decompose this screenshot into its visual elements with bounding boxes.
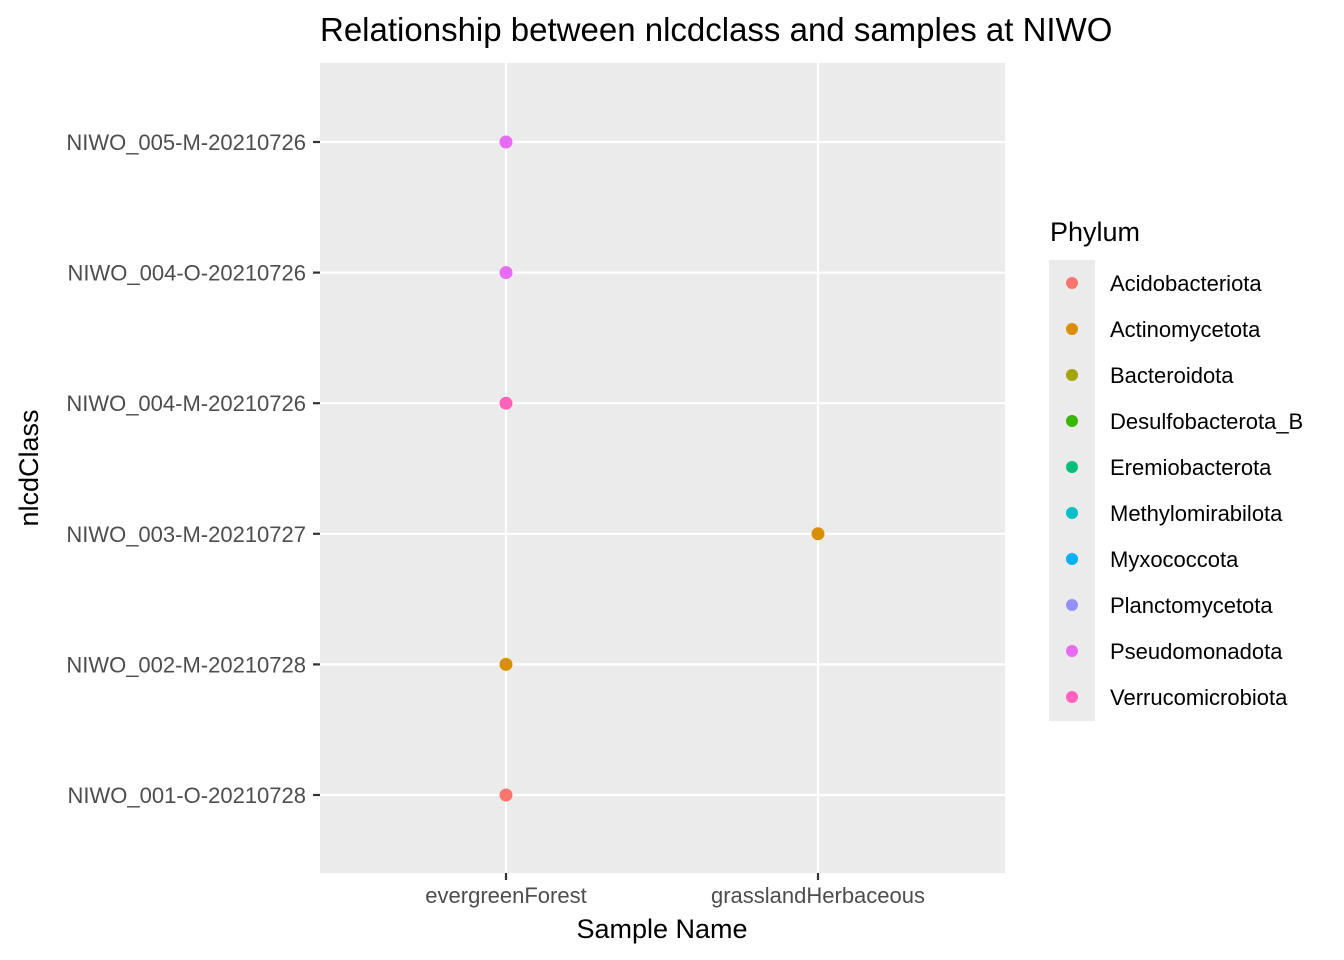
data-point xyxy=(499,135,513,149)
y-axis: NIWO_001-O-20210728 NIWO_002-M-20210728 NI… xyxy=(66,130,320,808)
data-point xyxy=(499,788,513,802)
legend-swatch xyxy=(1066,507,1078,519)
y-tick-label: NIWO_005-M-20210726 xyxy=(66,130,306,155)
data-point xyxy=(499,657,513,671)
legend-label: Verrucomicrobiota xyxy=(1110,685,1288,710)
y-axis-title: nlcdClass xyxy=(14,409,44,526)
legend-label: Desulfobacterota_B xyxy=(1110,409,1303,434)
plot-panel xyxy=(320,63,1005,873)
legend-swatch xyxy=(1066,323,1078,335)
x-axis-title: Sample Name xyxy=(576,914,747,944)
data-point xyxy=(811,527,825,541)
y-tick-label: NIWO_001-O-20210728 xyxy=(68,783,306,808)
y-tick-label: NIWO_004-M-20210726 xyxy=(66,391,306,416)
legend-swatch xyxy=(1066,691,1078,703)
y-tick-label: NIWO_002-M-20210728 xyxy=(66,652,306,677)
y-tick-label: NIWO_004-O-20210726 xyxy=(68,261,306,286)
legend-swatch xyxy=(1066,369,1078,381)
legend-swatch xyxy=(1066,553,1078,565)
legend-key-background xyxy=(1049,260,1095,721)
legend-label: Bacteroidota xyxy=(1110,363,1234,388)
legend-swatch xyxy=(1066,645,1078,657)
y-tick-label: NIWO_003-M-20210727 xyxy=(66,522,306,547)
legend-entries: Acidobacteriota Actinomycetota Bacteroidot… xyxy=(1066,271,1303,710)
legend-label: Pseudomonadota xyxy=(1110,639,1283,664)
legend-swatch xyxy=(1066,599,1078,611)
grid-lines xyxy=(320,63,1005,873)
legend: Phylum Acidobacteriota Actinomycetota Bact… xyxy=(1049,217,1303,721)
legend-title: Phylum xyxy=(1050,217,1140,247)
legend-swatch xyxy=(1066,415,1078,427)
data-points xyxy=(499,135,825,802)
x-tick-label: evergreenForest xyxy=(425,883,586,908)
legend-label: Methylomirabilota xyxy=(1110,501,1283,526)
legend-swatch xyxy=(1066,461,1078,473)
x-tick-label: grasslandHerbaceous xyxy=(711,883,925,908)
legend-label: Actinomycetota xyxy=(1110,317,1261,342)
legend-label: Eremiobacterota xyxy=(1110,455,1272,480)
chart-title: Relationship between nlcdclass and sampl… xyxy=(320,11,1112,48)
x-axis: evergreenForest grasslandHerbaceous xyxy=(425,873,925,908)
legend-label: Planctomycetota xyxy=(1110,593,1273,618)
legend-label: Acidobacteriota xyxy=(1110,271,1262,296)
data-point xyxy=(499,396,513,410)
data-point xyxy=(499,266,513,280)
legend-swatch xyxy=(1066,277,1078,289)
legend-label: Myxococcota xyxy=(1110,547,1239,572)
